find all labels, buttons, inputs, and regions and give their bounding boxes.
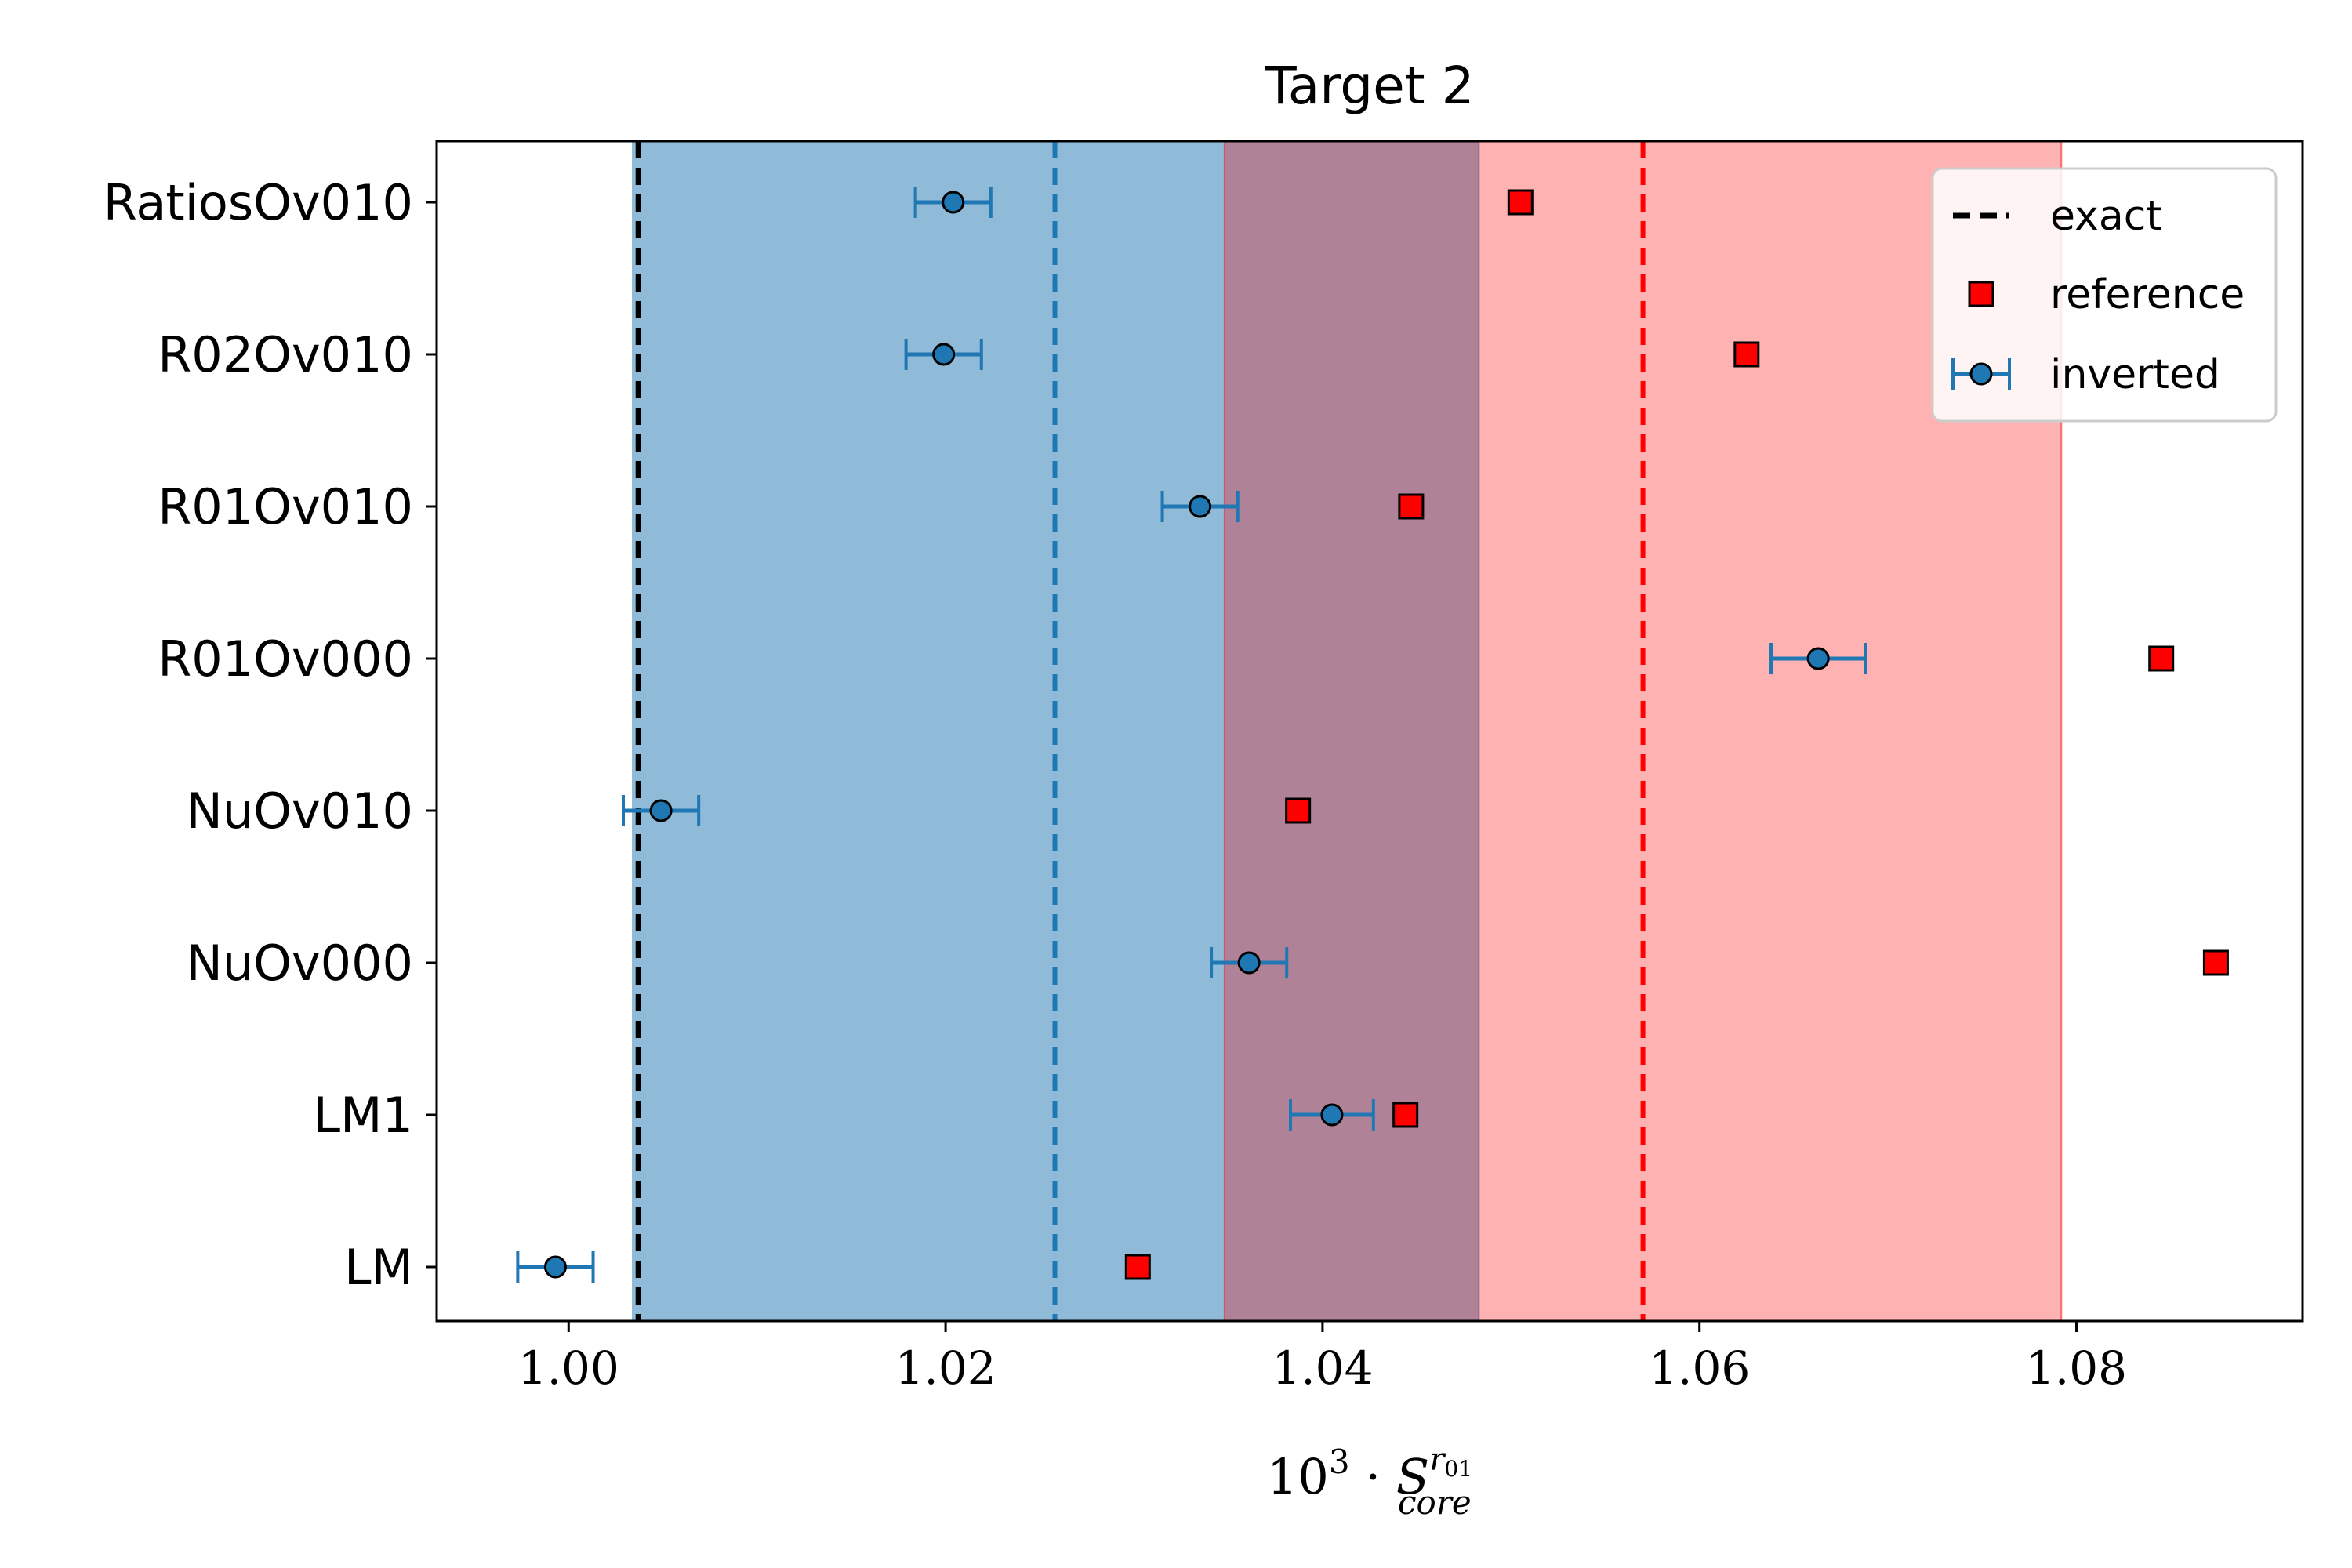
x-axis: 1.00 1.02 1.04 1.06 1.08: [518, 1321, 2127, 1395]
inverted-point: [1189, 495, 1212, 518]
y-tick-label: R01Ov000: [158, 630, 413, 688]
inverted-point: [942, 191, 965, 214]
legend-inverted-swatch-point: [1969, 362, 1993, 386]
marks-layer: [516, 187, 2229, 1283]
reference-point: [1398, 493, 1425, 520]
y-tick-label: LM1: [314, 1087, 413, 1144]
reference-point: [2148, 645, 2175, 672]
y-tick-label: NuOv010: [186, 782, 413, 840]
bands-layer: [632, 140, 2063, 1322]
x-axis-title: 103 · Sr01 core: [1267, 1442, 1472, 1522]
y-tick-label: NuOv000: [186, 935, 413, 992]
x-tick-label: 1.08: [2026, 1341, 2127, 1395]
legend-reference-swatch: [1968, 281, 1994, 307]
inverted-point: [1237, 951, 1261, 975]
reference-point: [1507, 189, 1534, 216]
chart-title: Target 2: [1264, 56, 1474, 116]
inverted-point: [649, 799, 673, 822]
y-tick-label: LM: [344, 1239, 413, 1296]
reference-point: [1392, 1102, 1419, 1128]
inverted-point: [1320, 1103, 1344, 1127]
plot-frame: [435, 140, 2304, 1323]
x-tick-label: 1.04: [1272, 1341, 1373, 1395]
legend-box: [1931, 167, 2278, 423]
x-tick-label: 1.06: [1649, 1341, 1750, 1395]
x-tick-label: 1.00: [518, 1341, 619, 1395]
y-axis: RatiosOv010 R02Ov010 R01Ov010 R01Ov000 NuOv0…: [103, 174, 437, 1296]
y-tick-label: RatiosOv010: [103, 174, 413, 231]
x-tick-label: 1.02: [895, 1341, 996, 1395]
inverted-point: [543, 1255, 567, 1279]
reference-lines-layer: [635, 141, 1646, 1321]
legend-label: exact: [2050, 193, 2162, 240]
reference-point: [1124, 1254, 1151, 1280]
reference-point: [1285, 797, 1312, 824]
legend-label: reference: [2050, 271, 2245, 318]
y-tick-label: R02Ov010: [158, 326, 413, 383]
reference-point: [1733, 341, 1760, 368]
inverted-point: [932, 343, 956, 366]
y-tick-label: R01Ov010: [158, 478, 413, 535]
inverted-point: [1806, 647, 1830, 670]
legend-label: inverted: [2050, 351, 2220, 398]
reference-point: [2202, 949, 2229, 976]
legend: exact reference inverted: [1931, 167, 2278, 423]
